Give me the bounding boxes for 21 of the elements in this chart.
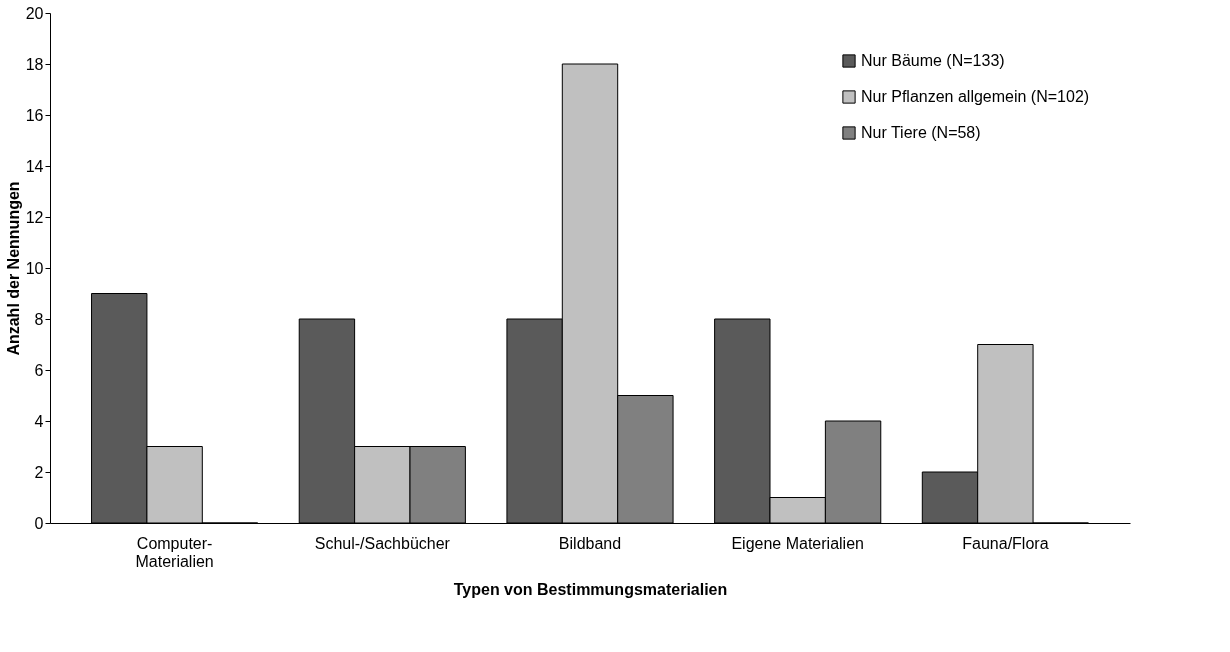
y-tick-label: 8 [34,310,44,328]
x-tick-label: Bildband [558,534,622,552]
y-tick-label: 0 [34,514,44,532]
y-tick-label: 14 [25,157,44,175]
y-tick-label: 12 [25,208,44,226]
y-tick-label: 2 [34,463,44,481]
legend-label: Nur Tiere (N=58) [861,124,981,141]
legend-label: Nur Bäume (N=133) [861,52,1005,69]
y-tick-label: 16 [25,106,44,124]
y-tick-label: 6 [34,361,44,379]
x-tick-label: Eigene Materialien [731,534,864,552]
x-tick-label: Schul-/Sachbücher [314,534,451,552]
y-tick-label: 18 [25,55,44,73]
y-tick-label: 4 [34,412,44,430]
y-tick-label: 20 [25,4,44,22]
y-tick-label: 10 [25,259,44,277]
legend-label: Nur Pflanzen allgemein (N=102) [861,88,1090,105]
x-axis-title: Typen von Bestimmungsmaterialien [453,580,728,598]
x-tick-label: Computer- Materialien [135,534,214,570]
y-axis-title: Anzahl der Nennungen [4,181,22,356]
x-tick-label: Fauna/Flora [962,534,1049,552]
